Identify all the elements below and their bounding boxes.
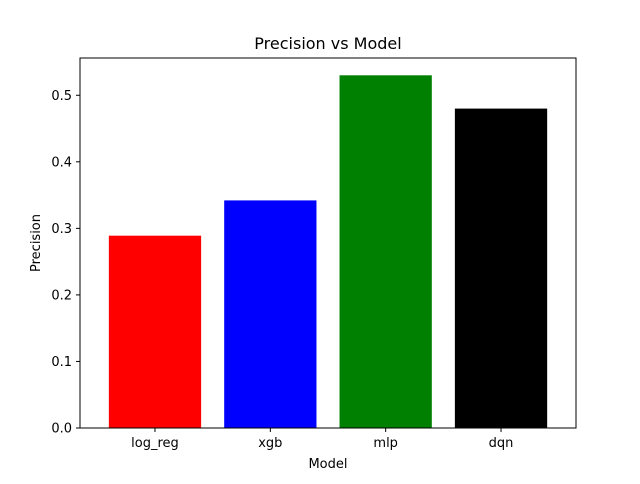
- y-tick-label: 0.4: [51, 155, 72, 170]
- x-tick-label: log_reg: [131, 436, 179, 451]
- y-tick-label: 0.3: [51, 222, 72, 237]
- y-tick-label: 0.1: [51, 355, 72, 370]
- x-axis-ticks: log_reg xgb mlp dqn: [131, 428, 513, 451]
- x-tick-label: mlp: [373, 436, 398, 451]
- x-axis-label: Model: [308, 457, 347, 472]
- bar-log_reg: [108, 235, 202, 428]
- bar-xgb: [224, 200, 317, 428]
- y-axis-label: Precision: [29, 214, 44, 272]
- y-tick-label: 0.2: [51, 288, 72, 303]
- y-tick-label: 0.0: [51, 422, 72, 437]
- plot-frame: [79, 57, 577, 429]
- bar-mlp: [339, 75, 432, 429]
- y-axis-ticks: 0.0 0.1 0.2 0.3 0.4 0.5: [51, 89, 80, 437]
- y-tick-label: 0.5: [51, 89, 72, 104]
- x-tick-label: xgb: [258, 436, 282, 451]
- bar-dqn: [454, 108, 548, 428]
- bars-layer: [108, 75, 548, 429]
- chart-title: Precision vs Model: [254, 34, 401, 53]
- x-tick-label: dqn: [489, 436, 514, 451]
